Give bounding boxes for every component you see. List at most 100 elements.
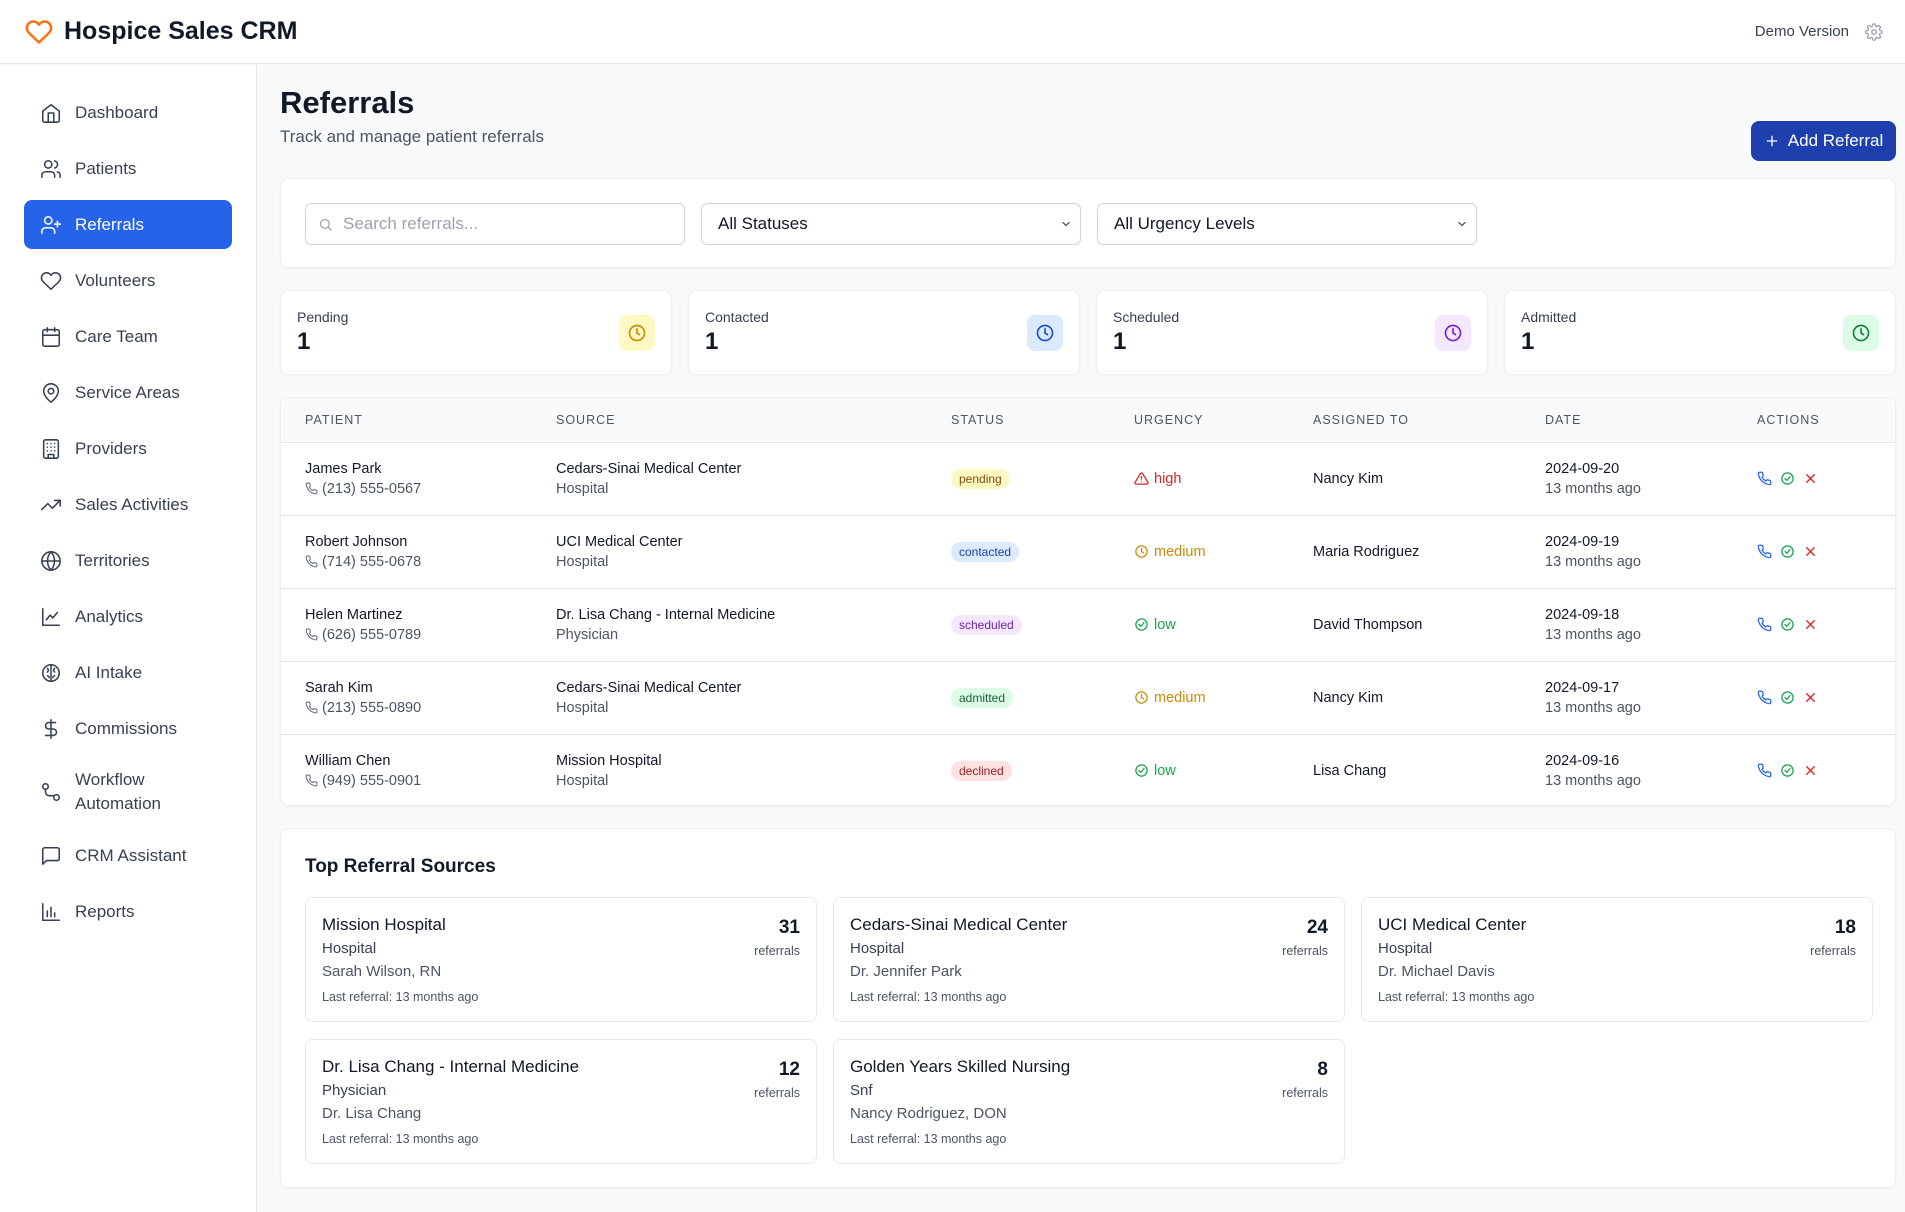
referral-count: 24 xyxy=(1306,917,1328,938)
approve-check-icon[interactable] xyxy=(1780,617,1795,632)
status-cell: contacted xyxy=(927,515,1110,588)
sidebar-item-workflow-automation[interactable]: Workflow Automation xyxy=(24,760,232,824)
patient-name[interactable]: William Chen xyxy=(305,752,391,769)
referral-source-card[interactable]: Dr. Lisa Chang - Internal Medicine Physi… xyxy=(305,1039,817,1164)
patient-name[interactable]: Helen Martinez xyxy=(305,606,403,623)
referral-count-label: referrals xyxy=(1282,1086,1328,1100)
urgency-label: high xyxy=(1154,470,1182,487)
sidebar-item-patients[interactable]: Patients xyxy=(24,144,232,193)
status-filter-select[interactable]: All Statuses xyxy=(701,203,1081,245)
phone-icon xyxy=(305,482,318,495)
last-referral: Last referral: 13 months ago xyxy=(322,1132,479,1146)
phone-icon xyxy=(305,701,318,714)
urgency-cell: medium xyxy=(1110,515,1289,588)
table-row: James Park (213) 555-0567 Cedars-Sinai M… xyxy=(281,442,1895,515)
status-badge: declined xyxy=(951,760,1012,781)
patient-name[interactable]: Sarah Kim xyxy=(305,679,373,696)
column-header-date[interactable]: DATE xyxy=(1545,412,1582,427)
referral-date: 2024-09-18 xyxy=(1545,606,1620,623)
status-cell: admitted xyxy=(927,661,1110,734)
sidebar-item-volunteers[interactable]: Volunteers xyxy=(24,256,232,305)
stat-card-pending: Pending 1 xyxy=(280,290,672,375)
sidebar-item-providers[interactable]: Providers xyxy=(24,424,232,473)
referral-source-card[interactable]: Mission Hospital Hospital Sarah Wilson, … xyxy=(305,897,817,1022)
actions-cell xyxy=(1733,734,1895,805)
actions-cell xyxy=(1733,442,1895,515)
referral-count: 8 xyxy=(1317,1059,1328,1080)
referral-source-card[interactable]: UCI Medical Center Hospital Dr. Michael … xyxy=(1361,897,1873,1022)
user-plus-icon xyxy=(40,214,62,236)
search-box[interactable] xyxy=(305,203,685,245)
source-cell: UCI Medical Center Hospital xyxy=(532,515,927,588)
call-phone-icon[interactable] xyxy=(1757,471,1772,486)
sidebar-item-ai-intake[interactable]: AI Intake xyxy=(24,648,232,697)
patient-name[interactable]: Robert Johnson xyxy=(305,533,408,550)
column-header-source[interactable]: SOURCE xyxy=(556,412,616,427)
approve-check-icon[interactable] xyxy=(1780,763,1795,778)
patient-cell: James Park (213) 555-0567 xyxy=(281,442,532,515)
decline-x-icon[interactable] xyxy=(1803,471,1818,486)
referral-source-card[interactable]: Cedars-Sinai Medical Center Hospital Dr.… xyxy=(833,897,1345,1022)
sidebar-item-label: Dashboard xyxy=(75,102,159,122)
sidebar-nav: Dashboard Patients Referrals Volunteers … xyxy=(0,65,257,1212)
source-name: Mission Hospital xyxy=(322,915,446,934)
sidebar-item-crm-assistant[interactable]: CRM Assistant xyxy=(24,831,232,880)
sidebar-item-dashboard[interactable]: Dashboard xyxy=(24,88,232,137)
column-header-patient[interactable]: PATIENT xyxy=(305,412,363,427)
search-input[interactable] xyxy=(343,214,663,234)
sidebar-item-label: Volunteers xyxy=(75,270,156,290)
call-phone-icon[interactable] xyxy=(1757,617,1772,632)
urgency-cell: high xyxy=(1110,442,1289,515)
last-referral: Last referral: 13 months ago xyxy=(850,990,1007,1004)
urgency-filter-value: All Urgency Levels xyxy=(1114,214,1255,233)
sidebar-item-care-team[interactable]: Care Team xyxy=(24,312,232,361)
stat-card-contacted: Contacted 1 xyxy=(688,290,1080,375)
sidebar-item-service-areas[interactable]: Service Areas xyxy=(24,368,232,417)
sidebar-item-territories[interactable]: Territories xyxy=(24,536,232,585)
sidebar-item-reports[interactable]: Reports xyxy=(24,887,232,936)
add-referral-button[interactable]: Add Referral xyxy=(1751,121,1896,161)
decline-x-icon[interactable] xyxy=(1803,544,1818,559)
status-badge: scheduled xyxy=(951,614,1022,635)
sidebar-item-commissions[interactable]: Commissions xyxy=(24,704,232,753)
date-cell: 2024-09-19 13 months ago xyxy=(1521,515,1733,588)
approve-check-icon[interactable] xyxy=(1780,690,1795,705)
approve-check-icon[interactable] xyxy=(1780,471,1795,486)
source-type: Snf xyxy=(850,1082,873,1099)
table-row: Robert Johnson (714) 555-0678 UCI Medica… xyxy=(281,515,1895,588)
patient-name[interactable]: James Park xyxy=(305,460,382,477)
source-type: Physician xyxy=(556,626,619,643)
patient-phone: (949) 555-0901 xyxy=(305,773,532,789)
column-header-status[interactable]: STATUS xyxy=(951,412,1005,427)
call-phone-icon[interactable] xyxy=(1757,690,1772,705)
referral-count: 12 xyxy=(778,1059,800,1080)
app-title: Hospice Sales CRM xyxy=(64,17,298,45)
sidebar-item-analytics[interactable]: Analytics xyxy=(24,592,232,641)
clock-icon xyxy=(1843,315,1879,351)
urgency-filter-select[interactable]: All Urgency Levels xyxy=(1097,203,1477,245)
patient-phone-number: (213) 555-0890 xyxy=(322,699,422,716)
approve-check-icon[interactable] xyxy=(1780,544,1795,559)
call-phone-icon[interactable] xyxy=(1757,763,1772,778)
settings-gear-icon[interactable] xyxy=(1865,22,1883,41)
source-name: Cedars-Sinai Medical Center xyxy=(556,679,742,696)
brand[interactable]: Hospice Sales CRM xyxy=(24,17,297,46)
call-phone-icon[interactable] xyxy=(1757,544,1772,559)
sidebar-item-label: Care Team xyxy=(75,326,158,346)
column-header-assigned-to[interactable]: ASSIGNED TO xyxy=(1313,412,1409,427)
decline-x-icon[interactable] xyxy=(1803,617,1818,632)
referral-source-card[interactable]: Golden Years Skilled Nursing Snf Nancy R… xyxy=(833,1039,1345,1164)
sidebar-item-sales-activities[interactable]: Sales Activities xyxy=(24,480,232,529)
stat-card-admitted: Admitted 1 xyxy=(1504,290,1896,375)
sidebar-item-referrals[interactable]: Referrals xyxy=(24,200,232,249)
patient-phone-number: (213) 555-0567 xyxy=(322,480,422,497)
referral-count-label: referrals xyxy=(1282,944,1328,958)
stat-value: 1 xyxy=(1113,328,1127,355)
decline-x-icon[interactable] xyxy=(1803,690,1818,705)
referral-date: 2024-09-17 xyxy=(1545,679,1620,696)
decline-x-icon[interactable] xyxy=(1803,763,1818,778)
column-header-urgency[interactable]: URGENCY xyxy=(1134,412,1204,427)
referral-count-label: referrals xyxy=(754,944,800,958)
source-name: UCI Medical Center xyxy=(556,533,683,550)
clock-icon xyxy=(1435,315,1471,351)
